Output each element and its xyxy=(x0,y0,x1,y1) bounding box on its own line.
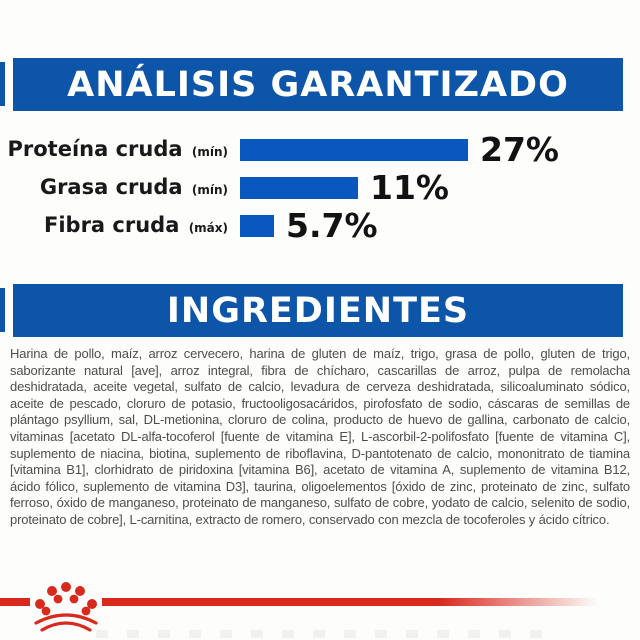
chart-row-fiber: Fibra cruda (máx) 5.7% xyxy=(0,206,640,245)
row-qualifier-protein: (mín) xyxy=(191,144,228,159)
row-label-text: Grasa cruda xyxy=(39,174,183,199)
pattern-square xyxy=(468,630,480,638)
value-protein: 27% xyxy=(480,130,559,169)
analysis-band-edge-sliver xyxy=(0,62,5,106)
bottom-pattern xyxy=(0,630,640,640)
bar-fat xyxy=(240,177,358,199)
bar-fiber xyxy=(240,215,274,237)
row-label-text: Fibra cruda xyxy=(44,212,180,237)
pattern-square xyxy=(530,630,542,638)
ingredients-title: INGREDIENTES xyxy=(166,290,470,331)
row-label-fiber: Fibra cruda (máx) xyxy=(0,214,228,239)
royal-canin-crown-icon xyxy=(34,582,98,632)
ingredients-band-edge-sliver xyxy=(0,288,5,332)
bar-protein xyxy=(240,139,468,161)
row-label-protein: Proteína cruda (mín) xyxy=(0,136,229,163)
pattern-square xyxy=(158,630,170,638)
ingredients-header: INGREDIENTES xyxy=(13,284,623,337)
pattern-square xyxy=(220,630,232,638)
pattern-square xyxy=(313,630,325,638)
pattern-square xyxy=(499,630,511,638)
pattern-square xyxy=(189,630,201,638)
pattern-square xyxy=(406,630,418,638)
guaranteed-analysis-header: ANÁLISIS GARANTIZADO xyxy=(13,58,623,111)
brand-divider-line-left xyxy=(0,598,30,606)
pattern-square xyxy=(437,630,449,638)
guaranteed-analysis-chart: Proteína cruda (mín) 27% Grasa cruda (mí… xyxy=(0,0,640,260)
guaranteed-analysis-title: ANÁLISIS GARANTIZADO xyxy=(67,64,569,105)
value-fat: 11% xyxy=(370,168,449,207)
chart-row-protein: Proteína cruda (mín) 27% xyxy=(0,130,640,169)
row-qualifier-fat: (mín) xyxy=(191,182,228,197)
row-label-fat: Grasa cruda (mín) xyxy=(0,176,228,201)
brand-divider-line-right xyxy=(102,598,598,606)
pattern-square xyxy=(251,630,263,638)
pattern-square xyxy=(344,630,356,638)
row-qualifier-fiber: (máx) xyxy=(188,220,228,235)
ingredients-text: Harina de pollo, maíz, arroz cervecero, … xyxy=(10,346,630,527)
chart-row-fat: Grasa cruda (mín) 11% xyxy=(0,168,640,207)
pattern-square xyxy=(282,630,294,638)
row-label-text: Proteína cruda xyxy=(7,136,183,161)
pattern-square xyxy=(127,630,139,638)
pattern-square xyxy=(96,630,108,638)
value-fiber: 5.7% xyxy=(286,206,378,245)
pattern-square xyxy=(375,630,387,638)
